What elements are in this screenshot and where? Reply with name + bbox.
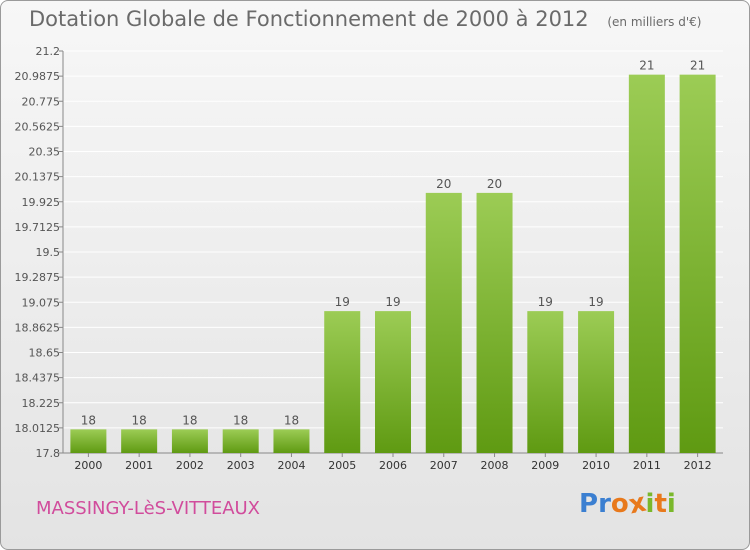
- data-label: 20: [436, 177, 451, 191]
- logo-letter: i: [666, 489, 676, 519]
- commune-name: MASSINGY-LèS-VITTEAUX: [36, 498, 261, 519]
- bar-2009: [527, 311, 564, 453]
- y-tick-label: 19.075: [22, 296, 61, 309]
- x-tick-label: 2005: [328, 459, 356, 472]
- data-label: 18: [81, 413, 96, 427]
- bar-2010: [578, 311, 615, 453]
- data-label: 19: [588, 295, 603, 309]
- bar-2007: [425, 192, 462, 453]
- data-label: 21: [639, 59, 654, 73]
- logo-letter: i: [645, 489, 655, 519]
- data-label: 21: [690, 59, 705, 73]
- x-tick-label: 2011: [633, 459, 661, 472]
- data-label: 19: [385, 295, 400, 309]
- bar-2003: [222, 429, 259, 453]
- x-tick-label: 2012: [684, 459, 712, 472]
- data-label: 18: [284, 413, 299, 427]
- chart-title: Dotation Globale de Fonctionnement de 20…: [29, 7, 701, 31]
- data-label: 19: [335, 295, 350, 309]
- proxiti-logo: Proxiti: [579, 488, 676, 521]
- y-tick-label: 19.5: [36, 246, 61, 259]
- y-tick-label: 18.0125: [15, 422, 61, 435]
- x-tick-label: 2006: [379, 459, 407, 472]
- bar-2008: [476, 192, 513, 453]
- bar-2011: [628, 74, 665, 453]
- y-tick-label: 17.8: [36, 447, 61, 460]
- y-tick-label: 19.925: [22, 196, 61, 209]
- y-tick-label: 19.2875: [15, 271, 61, 284]
- x-tick-label: 2009: [531, 459, 559, 472]
- bar-2004: [273, 429, 310, 453]
- x-tick-label: 2003: [227, 459, 255, 472]
- chart-title-text: Dotation Globale de Fonctionnement de 20…: [29, 7, 589, 31]
- x-tick-label: 2004: [277, 459, 305, 472]
- y-tick-label: 20.9875: [15, 70, 61, 83]
- x-tick-label: 2007: [430, 459, 458, 472]
- y-tick-label: 20.5625: [15, 120, 61, 133]
- data-label: 19: [538, 295, 553, 309]
- bar-2001: [121, 429, 158, 453]
- logo-letter: r: [598, 489, 611, 519]
- x-tick-label: 2002: [176, 459, 204, 472]
- x-tick-label: 2001: [125, 459, 153, 472]
- data-label: 20: [487, 177, 502, 191]
- logo-letter: P: [579, 489, 599, 519]
- bar-2006: [375, 311, 411, 453]
- x-tick-label: 2000: [74, 459, 102, 472]
- x-tick-label: 2010: [582, 459, 610, 472]
- y-tick-label: 18.65: [29, 347, 61, 360]
- y-tick-label: 18.225: [22, 397, 61, 410]
- x-tick-label: 2008: [481, 459, 509, 472]
- y-tick-label: 19.7125: [15, 221, 61, 234]
- y-tick-label: 21.2: [36, 45, 61, 58]
- bar-2002: [171, 429, 208, 453]
- data-label: 18: [233, 413, 248, 427]
- y-tick-label: 18.8625: [15, 321, 61, 334]
- bar-2000: [70, 429, 107, 453]
- logo-letter: t: [654, 489, 667, 519]
- y-tick-label: 20.35: [29, 146, 61, 159]
- data-label: 18: [182, 413, 197, 427]
- data-label: 18: [132, 413, 147, 427]
- logo-letter: o: [610, 489, 629, 519]
- y-tick-label: 18.4375: [15, 372, 61, 385]
- chart-unit-label: (en milliers d'€): [607, 15, 702, 29]
- y-tick-label: 20.775: [22, 95, 61, 108]
- bar-2005: [324, 311, 361, 453]
- y-tick-label: 20.1375: [15, 171, 61, 184]
- bar-2012: [679, 74, 716, 453]
